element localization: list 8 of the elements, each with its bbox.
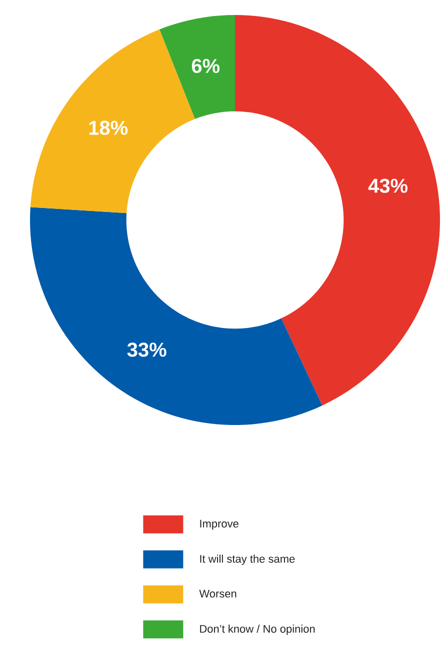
legend-label: It will stay the same [200, 554, 295, 565]
data-label: 33% [127, 342, 166, 357]
data-label: 6% [192, 58, 220, 74]
legend-label: Don’t know / No opinion [200, 624, 315, 635]
legend-label: Improve [200, 520, 238, 530]
data-label: 18% [89, 120, 128, 135]
data-label: 43% [368, 178, 408, 193]
legend-label: Worsen [199, 590, 236, 598]
